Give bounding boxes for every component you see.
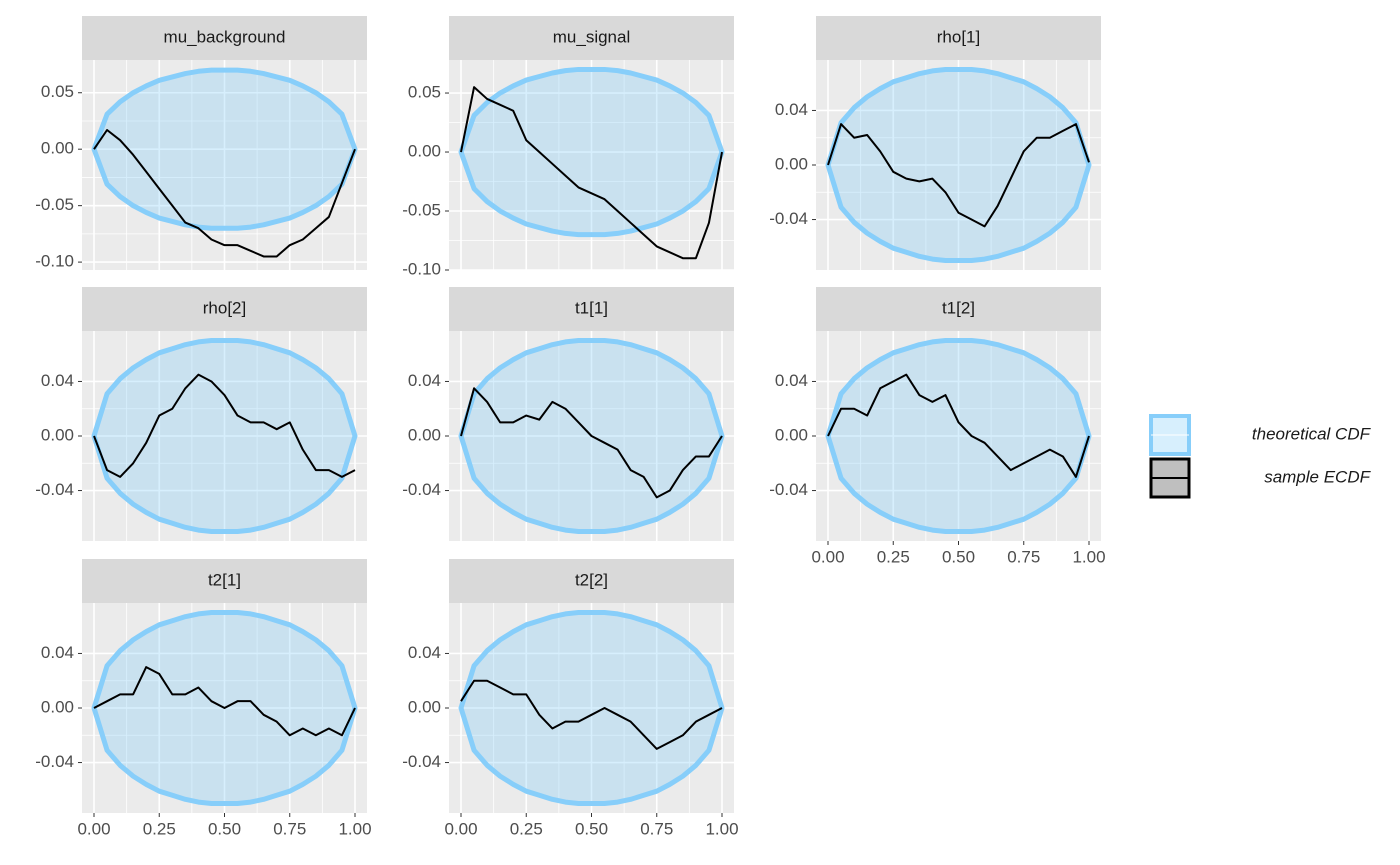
strip-title: t2[2]	[575, 570, 608, 589]
ecdf-line	[93, 666, 356, 737]
y-tick-label: 0.04	[775, 100, 808, 119]
strip-title: t1[2]	[942, 298, 975, 317]
ecdf-line	[460, 86, 723, 260]
strip	[449, 16, 734, 60]
y-tick-label: 0.00	[775, 154, 808, 173]
y-tick-label: -0.05	[402, 200, 441, 219]
y-tick-label: 0.00	[408, 697, 441, 716]
ecdf-line	[827, 123, 1090, 228]
y-tick-label: 0.05	[41, 82, 74, 101]
x-tick-label: 0.25	[143, 819, 176, 838]
x-tick-label: 1.00	[1072, 547, 1105, 566]
x-tick-label: 1.00	[338, 819, 371, 838]
theoretical-band	[458, 66, 725, 238]
y-tick-label: 0.00	[408, 425, 441, 444]
x-tick-label: 0.00	[444, 819, 477, 838]
theoretical-band	[91, 338, 358, 534]
x-tick-label: 0.50	[575, 819, 608, 838]
strip	[816, 287, 1101, 331]
x-tick-label: 1.00	[705, 819, 738, 838]
y-tick-label: 0.04	[408, 643, 441, 662]
y-tick-label: 0.04	[775, 371, 808, 390]
x-tick-label: 0.50	[208, 819, 241, 838]
y-tick-label: -0.04	[35, 480, 74, 499]
x-tick-label: 0.25	[510, 819, 543, 838]
y-tick-label: -0.04	[769, 209, 808, 228]
y-tick-label: 0.05	[408, 83, 441, 102]
legend-label: sample ECDF	[1264, 467, 1371, 486]
x-tick-label: 0.75	[640, 819, 673, 838]
y-tick-label: 0.04	[408, 371, 441, 390]
y-tick-label: -0.05	[35, 195, 74, 214]
strip	[449, 287, 734, 331]
strip	[449, 559, 734, 603]
y-tick-label: 0.00	[408, 142, 441, 161]
y-tick-label: -0.04	[402, 752, 441, 771]
strip-title: mu_background	[164, 27, 286, 46]
ecdf-line	[93, 373, 356, 478]
strip-title: mu_signal	[553, 27, 631, 46]
x-tick-label: 0.75	[273, 819, 306, 838]
theoretical-band	[458, 610, 725, 806]
x-tick-label: 0.25	[877, 547, 910, 566]
x-tick-label: 0.00	[811, 547, 844, 566]
strip-title: rho[2]	[203, 298, 246, 317]
strip	[816, 16, 1101, 60]
y-tick-label: -0.10	[35, 252, 74, 271]
y-tick-label: -0.04	[35, 752, 74, 771]
y-tick-label: 0.00	[775, 425, 808, 444]
strip-title: t1[1]	[575, 298, 608, 317]
y-tick-label: 0.04	[41, 643, 74, 662]
y-tick-label: 0.04	[41, 371, 74, 390]
x-tick-label: 0.00	[77, 819, 110, 838]
y-tick-label: -0.04	[769, 480, 808, 499]
legend-label: theoretical CDF	[1252, 424, 1372, 443]
ecdf-line	[460, 387, 723, 499]
y-tick-label: 0.00	[41, 425, 74, 444]
strip	[82, 559, 367, 603]
theoretical-band	[825, 338, 1092, 534]
y-tick-label: 0.00	[41, 697, 74, 716]
strip-title: rho[1]	[937, 27, 980, 46]
y-tick-label: -0.10	[402, 259, 441, 278]
x-tick-label: 0.75	[1007, 547, 1040, 566]
y-tick-label: 0.00	[41, 139, 74, 158]
strip	[82, 287, 367, 331]
y-tick-label: -0.04	[402, 480, 441, 499]
ecdf-line	[460, 679, 723, 750]
theoretical-band	[91, 67, 358, 231]
x-tick-label: 0.50	[942, 547, 975, 566]
ecdf-line	[827, 373, 1090, 478]
ecdf-line	[93, 129, 356, 258]
strip-title: t2[1]	[208, 570, 241, 589]
strip	[82, 16, 367, 60]
theoretical-band	[825, 67, 1092, 263]
